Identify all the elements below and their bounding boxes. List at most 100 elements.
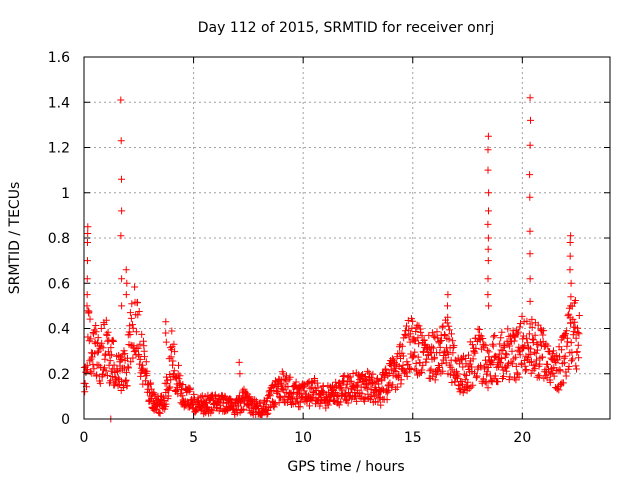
data-point <box>274 388 282 396</box>
data-point <box>349 370 357 377</box>
y-tick-label: 1.4 <box>48 95 70 111</box>
data-point <box>226 395 234 403</box>
data-point <box>81 380 89 387</box>
data-point <box>408 324 416 332</box>
data-point <box>138 330 146 338</box>
data-point <box>530 336 538 344</box>
data-point <box>449 337 457 345</box>
data-point <box>527 369 535 377</box>
data-point <box>102 316 110 324</box>
data-point <box>397 376 405 384</box>
data-point <box>526 227 534 235</box>
data-point <box>567 279 575 287</box>
data-point <box>526 358 534 366</box>
data-point <box>414 334 422 342</box>
data-point <box>528 358 535 366</box>
data-point <box>571 297 579 304</box>
data-point <box>244 401 252 409</box>
data-point <box>428 329 436 337</box>
data-point <box>171 348 179 356</box>
data-point <box>410 352 418 360</box>
data-point <box>337 381 345 389</box>
data-point <box>566 252 574 260</box>
data-point <box>335 401 343 409</box>
data-point <box>151 391 159 399</box>
data-point <box>568 357 575 365</box>
data-point <box>353 397 361 405</box>
data-point <box>462 372 470 379</box>
data-point <box>122 376 130 384</box>
y-tick-label: 0.2 <box>48 367 70 383</box>
data-point <box>500 372 507 380</box>
data-point <box>455 385 463 393</box>
data-point <box>526 297 534 305</box>
data-point <box>476 326 483 333</box>
data-point <box>264 407 272 414</box>
data-point <box>484 257 492 265</box>
data-point <box>567 339 575 347</box>
x-tick-label: 20 <box>513 430 531 446</box>
data-point <box>176 372 184 380</box>
data-point <box>81 388 89 396</box>
data-point <box>129 354 137 362</box>
data-point <box>445 322 453 330</box>
data-point <box>414 371 421 379</box>
data-point <box>431 353 438 361</box>
data-point <box>437 369 445 377</box>
data-point <box>118 207 126 215</box>
data-point <box>510 355 518 363</box>
data-point <box>136 355 144 363</box>
data-points <box>80 94 583 423</box>
data-point <box>371 385 379 393</box>
data-point <box>169 357 177 365</box>
data-point <box>374 374 381 382</box>
data-point <box>86 315 94 323</box>
data-point <box>494 378 502 386</box>
data-point <box>110 361 118 369</box>
data-point <box>429 344 437 352</box>
data-point <box>528 323 536 331</box>
data-point <box>134 311 142 319</box>
data-point <box>454 370 462 378</box>
data-point <box>368 374 375 382</box>
data-point <box>90 365 98 373</box>
data-point <box>300 380 308 388</box>
data-point <box>167 376 175 384</box>
data-point <box>103 331 111 339</box>
data-point <box>502 350 510 358</box>
data-point <box>84 239 91 246</box>
data-point <box>456 360 464 368</box>
data-point <box>100 321 108 328</box>
data-point <box>108 351 116 359</box>
data-point <box>208 406 215 414</box>
data-point <box>114 374 122 382</box>
data-point <box>314 384 322 392</box>
data-point <box>489 342 497 350</box>
data-point <box>122 291 130 299</box>
data-point <box>414 353 422 361</box>
data-point <box>482 341 490 349</box>
data-point <box>404 360 412 368</box>
data-point <box>118 302 126 310</box>
data-point <box>185 387 193 395</box>
data-point <box>395 371 403 379</box>
data-point <box>427 365 435 373</box>
data-point <box>575 354 583 362</box>
data-point <box>411 365 419 373</box>
data-point <box>409 317 417 325</box>
data-point <box>365 369 373 377</box>
data-point <box>352 382 360 390</box>
data-point <box>567 302 575 310</box>
data-point <box>566 239 574 246</box>
data-point <box>574 329 582 336</box>
data-point <box>288 401 295 408</box>
data-point <box>506 373 514 381</box>
data-point <box>129 324 137 332</box>
data-point <box>404 317 412 324</box>
data-point <box>489 340 497 348</box>
data-point <box>97 325 105 332</box>
data-point <box>366 373 374 381</box>
data-point <box>240 385 248 393</box>
data-point <box>329 397 337 404</box>
data-point <box>294 390 302 398</box>
